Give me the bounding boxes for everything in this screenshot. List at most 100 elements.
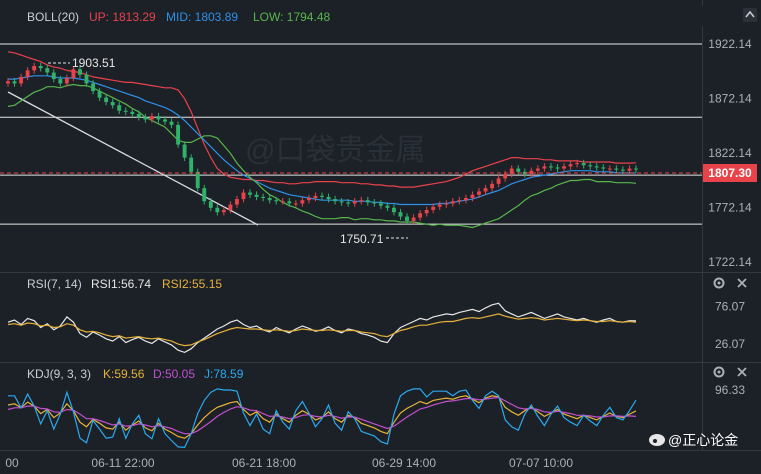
candle: [477, 188, 481, 198]
candle: [287, 198, 292, 207]
rsi-label: RSI(7, 14): [27, 277, 82, 291]
price-tick-4: 1722.14: [708, 255, 752, 269]
candle: [38, 62, 43, 72]
rsi1-line: [7, 302, 637, 354]
kdj-d-label: D:50.05: [153, 367, 195, 381]
candle: [326, 193, 331, 203]
kdj-j-label: J:78.59: [204, 367, 244, 381]
price-tick-0: 1922.14: [708, 37, 752, 51]
price-tick-3: 1772.14: [708, 201, 752, 215]
time-tick-2: 06-21 18:00: [232, 456, 296, 470]
candle: [418, 210, 423, 221]
kdj-k-label: K:59.56: [103, 367, 145, 381]
rsi-lines-tick-1: 26.07: [715, 337, 745, 351]
candle: [378, 200, 383, 209]
price-tick-1: 1872.14: [708, 92, 752, 106]
candle: [208, 198, 213, 212]
candle: [365, 196, 370, 206]
rsi-close-icon[interactable]: [737, 278, 747, 288]
candle: [163, 116, 167, 125]
candle: [522, 168, 527, 178]
candle: [575, 159, 580, 168]
candle: [352, 198, 357, 207]
candle: [123, 107, 128, 116]
time-tick-4: 07-07 10:00: [509, 456, 573, 470]
candle: [84, 71, 89, 87]
candle: [215, 204, 220, 216]
candle: [176, 121, 181, 148]
boll-up-label: UP: 1813.29: [89, 10, 156, 24]
boll-mid-label: MID: 1803.89: [166, 10, 238, 24]
candle: [496, 175, 501, 188]
candle: [32, 62, 37, 74]
candle: [313, 192, 318, 202]
candle: [261, 193, 266, 202]
kdj-close-icon[interactable]: [737, 367, 747, 377]
candle: [248, 189, 252, 198]
candle: [182, 141, 187, 161]
candlesticks: [6, 62, 638, 225]
current-price-value: 1807.30: [708, 166, 752, 180]
candle: [64, 74, 69, 87]
boll-up-line: [7, 51, 637, 188]
candle: [398, 208, 403, 220]
candle: [581, 159, 586, 169]
rsi2-label: RSI2:55.15: [162, 277, 222, 291]
candle: [346, 199, 351, 207]
low-annotation-label: 1750.71: [340, 232, 384, 246]
candle: [221, 206, 226, 216]
candle: [483, 184, 488, 195]
main-panel: [0, 0, 761, 272]
candle: [6, 78, 10, 87]
rsi1-label: RSI1:56.74: [91, 277, 151, 291]
bollinger-bands: [7, 51, 637, 229]
price-tick-2: 1822.14: [708, 146, 752, 160]
candle: [470, 191, 475, 202]
candle: [195, 168, 200, 192]
rsi-settings-icon[interactable]: [713, 277, 725, 289]
time-axis: 00 06-11 22:00 06-21 18:00 06-29 14:00 07-07…: [5, 456, 573, 470]
candle: [58, 75, 63, 87]
candle: [202, 184, 207, 205]
candle: [614, 165, 619, 173]
candle: [149, 112, 154, 123]
price-axis: 1922.14 1872.14 1822.14 1772.14 1722.14: [708, 37, 752, 269]
horizontal-lines: [0, 43, 702, 225]
candle: [254, 191, 259, 201]
candle: [437, 201, 442, 210]
candle: [136, 110, 141, 121]
candle: [25, 67, 30, 81]
candle: [549, 163, 553, 171]
j-line: [8, 388, 637, 449]
chart-watermark-logo: @口袋贵金属: [245, 134, 425, 167]
kdj-settings-icon[interactable]: [713, 366, 725, 378]
candle: [627, 165, 632, 174]
boll-label: BOLL(20): [27, 10, 79, 24]
candle: [607, 165, 612, 172]
candle: [51, 69, 56, 83]
rsi-axis: 76.07 26.07: [715, 299, 745, 351]
candle: [78, 66, 82, 78]
low-annotation: 1750.71: [340, 232, 408, 246]
candle: [457, 196, 462, 205]
candle: [588, 162, 593, 170]
kdj-axis: 96.33: [715, 383, 745, 397]
candle: [463, 194, 468, 204]
candle: [542, 163, 547, 172]
time-tick-0: 00: [5, 456, 19, 470]
candle: [293, 200, 298, 207]
candle: [385, 202, 390, 212]
candle: [19, 73, 24, 87]
collapse-icon[interactable]: [743, 8, 757, 22]
candle: [117, 102, 122, 114]
d-line: [7, 396, 637, 435]
current-price-tag: [703, 164, 757, 182]
candle: [620, 166, 625, 174]
high-annotation-label: 1903.51: [72, 56, 116, 70]
candle: [300, 196, 305, 207]
candle: [372, 199, 377, 207]
trend-line: [7, 91, 259, 226]
boll-low-line: [7, 83, 637, 229]
candle: [110, 98, 115, 109]
